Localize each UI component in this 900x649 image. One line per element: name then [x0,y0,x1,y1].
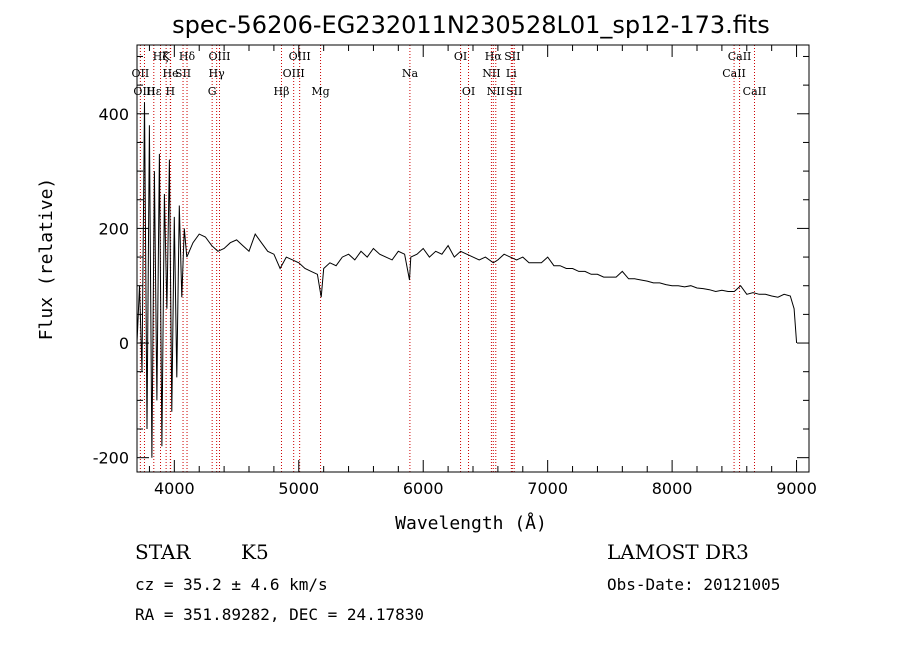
spectral-line-label: Hε [146,85,162,98]
spectral-line-label: CaII [728,50,752,63]
y-tick-label: 400 [98,105,129,124]
spectral-line-label: Hγ [209,67,226,80]
x-tick-label: 6000 [403,479,444,498]
spectrum-line [136,102,798,458]
spectral-line-label: OI [462,85,475,98]
y-tick-label: -200 [93,449,129,468]
spectral-line-label: Hβ [274,85,290,98]
chart-title: spec-56206-EG232011N230528L01_sp12-173.f… [172,11,770,39]
spectral-line-label: OIII [289,50,311,63]
spectral-line-label: NII [487,85,505,98]
spectral-line-label: OI [454,50,467,63]
spectral-line-label: H [166,85,176,98]
plot-frame [136,44,810,473]
spectral-line-label: SII [506,85,522,98]
spectral-line-label: CaII [722,67,746,80]
x-tick-label: 7000 [527,479,568,498]
redshift-velocity: cz = 35.2 ± 4.6 km/s [135,575,328,594]
spectral-line-label: Mg [311,85,329,98]
spectral-line-label: Hζ [153,50,169,63]
survey-name: LAMOST DR3 [607,540,749,564]
spectral-line-markers [139,45,755,472]
y-tick-label: 0 [119,334,129,353]
y-axis-label: Flux (relative) [36,178,57,341]
spectral-line-label: OIII [208,50,230,63]
spectral-line-label: K [162,50,171,63]
spectral-line-label: NII [482,67,500,80]
spectral-line-label: Hδ [179,50,196,63]
axis-ticks: 4000 5000 6000 7000 8000 9000 -200 0 200 400 [93,45,817,498]
object-class: STAR [135,540,191,564]
spectral-line-label: OIII [283,67,305,80]
observation-date: Obs-Date: 20121005 [607,575,781,594]
x-tick-label: 9000 [776,479,817,498]
spectral-line-label: CaII [743,85,767,98]
x-tick-label: 4000 [154,479,195,498]
spectral-line-label: Hα [485,50,503,63]
spectral-line-label: Li [506,67,517,80]
sky-coordinates: RA = 351.89282, DEC = 24.17830 [135,605,424,624]
spectral-line-label: Na [402,67,419,80]
spectral-line-label: G [208,85,217,98]
x-axis-label: Wavelength (Å) [395,512,547,534]
y-tick-label: 200 [98,219,129,238]
object-subclass: K5 [241,540,269,564]
x-tick-label: 5000 [278,479,319,498]
x-tick-label: 8000 [652,479,693,498]
spectral-line-label: OII [132,67,150,80]
spectral-line-label: SII [175,67,191,80]
spectral-line-label: SII [504,50,520,63]
spectral-line-label: He [163,67,179,80]
spectral-line-label: OIII [133,85,155,98]
